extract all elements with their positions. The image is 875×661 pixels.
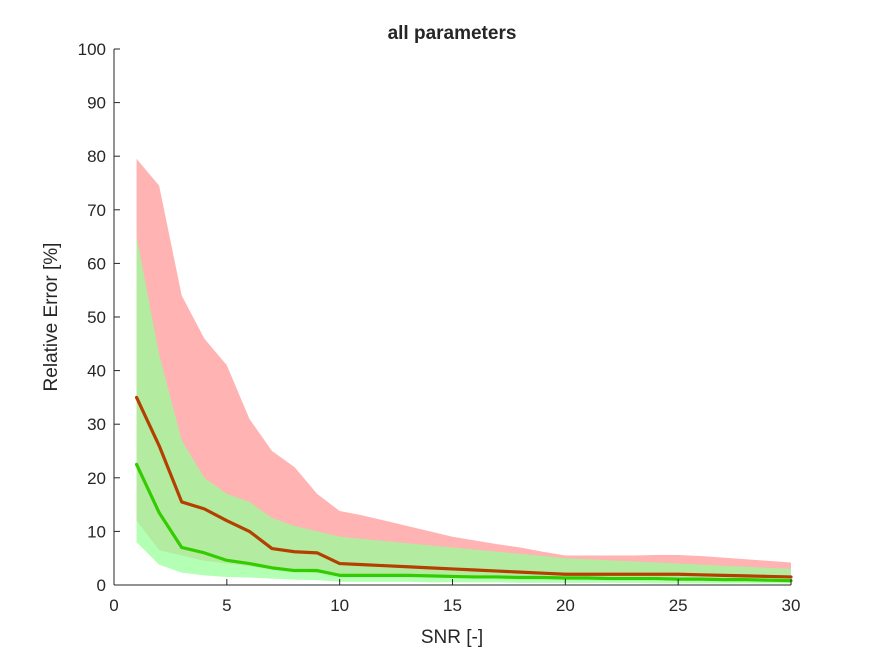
y-tick-label: 50 (87, 308, 106, 327)
y-tick-label: 30 (87, 415, 106, 434)
y-tick-label: 20 (87, 469, 106, 488)
x-tick-label: 20 (556, 596, 575, 615)
lines-layer (134, 395, 793, 583)
y-tick-label: 90 (87, 94, 106, 113)
y-axis-label: Relative Error [%] (41, 243, 62, 392)
x-tick-label: 15 (443, 596, 462, 615)
y-tick-label: 40 (87, 362, 106, 381)
x-tick-label: 0 (109, 596, 118, 615)
band-series-1 (136, 158, 791, 580)
y-tick-label: 80 (87, 147, 106, 166)
x-tick-label: 25 (669, 596, 688, 615)
x-axis-label: SNR [-] (421, 627, 483, 648)
x-tick-label: 5 (222, 596, 231, 615)
bands-layer (136, 158, 791, 584)
x-tick-label: 10 (330, 596, 349, 615)
chart-title: all parameters (388, 23, 517, 44)
y-tick-label: 70 (87, 201, 106, 220)
axes-layer: 0 5 10 15 20 25 30 0 10 20 30 40 50 60 70 80 90 100 (78, 40, 801, 615)
y-tick-label: 10 (87, 522, 106, 541)
median-line-series-2 (134, 462, 793, 583)
y-tick-label: 0 (97, 576, 106, 595)
y-tick-label: 100 (78, 40, 106, 59)
x-tick-label: 30 (782, 596, 801, 615)
y-tick-label: 60 (87, 254, 106, 273)
band-series-2 (136, 236, 791, 584)
median-line-series-1 (134, 395, 793, 579)
